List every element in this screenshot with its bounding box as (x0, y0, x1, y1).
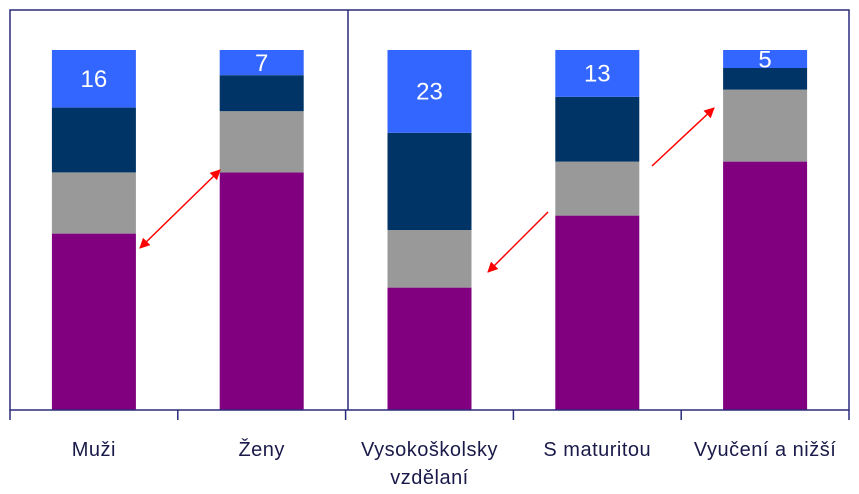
bar-segment (387, 287, 472, 410)
x-tick-label: S maturitou (543, 439, 652, 461)
value-label: 7 (255, 50, 268, 77)
value-label: 13 (584, 61, 611, 88)
x-tick-label: Vyučení a nižší (693, 439, 837, 461)
bar-segment (555, 215, 640, 410)
bar-segment (219, 172, 304, 410)
arrow (651, 107, 715, 167)
bar-segment (387, 50, 472, 133)
bar-segment (51, 107, 136, 173)
bar-segment (555, 50, 640, 97)
bar-segment (219, 75, 304, 112)
bar-segment (723, 50, 808, 68)
value-label: 23 (416, 79, 443, 106)
bar-segment (51, 233, 136, 410)
x-tick-label: Ženy (238, 439, 285, 461)
bar-segment (219, 111, 304, 173)
arrow (487, 211, 549, 273)
value-label: 16 (81, 66, 108, 93)
bar-segment (387, 132, 472, 230)
bar-segment (723, 161, 808, 410)
bar-segment (555, 96, 640, 162)
value-label: 5 (758, 46, 771, 73)
x-tick-label: Vysokoškolsky vzdělaní (361, 439, 498, 489)
bar-segment (723, 89, 808, 162)
bar-segment (219, 50, 304, 76)
bar-segment (723, 68, 808, 90)
bar-segment (555, 161, 640, 216)
bar-segment (51, 172, 136, 234)
bars (51, 50, 808, 410)
arrow (139, 169, 221, 249)
plot-frame (9, 9, 850, 411)
x-tick-label: Muži (71, 439, 116, 461)
bar-segment (51, 50, 136, 108)
bar-segment (387, 230, 472, 288)
